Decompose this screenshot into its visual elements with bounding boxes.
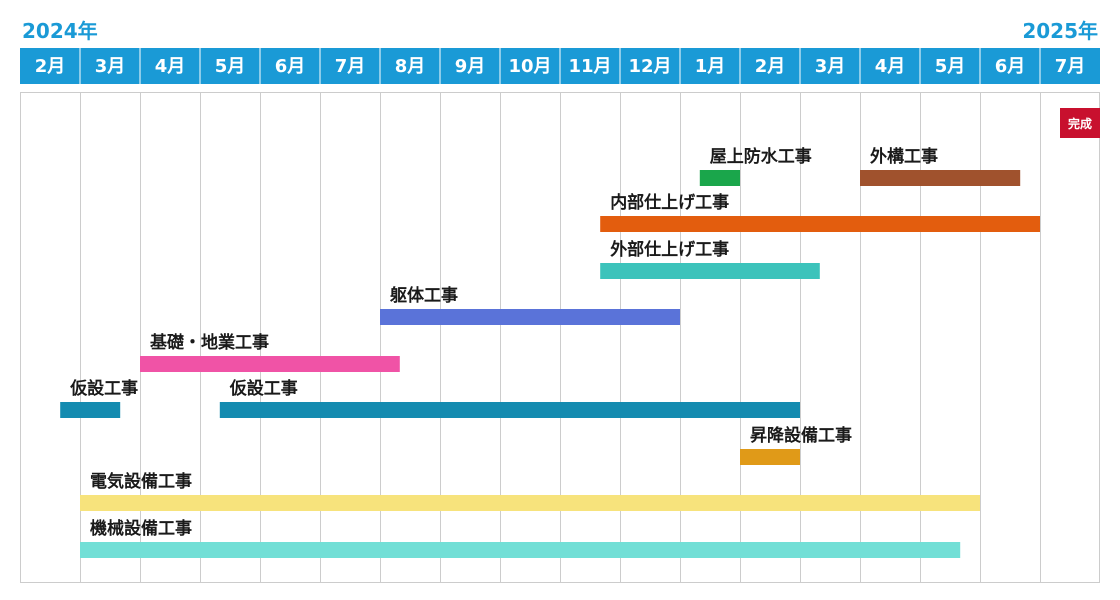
month-label: 8月 <box>395 56 426 77</box>
task-label: 基礎・地業工事 <box>149 332 269 353</box>
month-label: 2月 <box>755 56 786 77</box>
month-label: 4月 <box>875 56 906 77</box>
task-label: 電気設備工事 <box>90 471 192 492</box>
task-label: 屋上防水工事 <box>710 146 812 167</box>
completion-badge <box>1060 108 1100 138</box>
task-label: 仮設工事 <box>229 378 298 399</box>
task-bar <box>740 449 800 465</box>
month-label: 11月 <box>568 56 611 77</box>
month-label: 3月 <box>815 56 846 77</box>
month-label: 6月 <box>995 56 1026 77</box>
task-label: 機械設備工事 <box>90 518 192 539</box>
task-bar <box>380 309 680 325</box>
task-label: 外構工事 <box>870 146 938 167</box>
month-label: 10月 <box>508 56 551 77</box>
task-label: 仮設工事 <box>69 378 138 399</box>
task-bar <box>600 263 820 279</box>
task-label: 外部仕上げ工事 <box>610 239 729 260</box>
task-bar <box>219 402 801 418</box>
task-label: 昇降設備工事 <box>750 425 852 446</box>
task-label: 内部仕上げ工事 <box>610 192 729 213</box>
task-label: 躯体工事 <box>389 285 458 306</box>
month-label: 9月 <box>455 56 486 77</box>
month-label: 1月 <box>695 56 726 77</box>
month-label: 6月 <box>275 56 306 77</box>
task-bar <box>80 495 980 511</box>
year-label: 2024年 <box>22 19 98 43</box>
year-label: 2025年 <box>1022 19 1098 43</box>
task-bar <box>60 402 121 418</box>
task-bar <box>80 542 961 558</box>
month-label: 7月 <box>1055 56 1086 77</box>
month-label: 4月 <box>155 56 186 77</box>
task-bar <box>699 170 740 186</box>
month-label: 5月 <box>215 56 246 77</box>
month-label: 2月 <box>35 56 66 77</box>
completion-label: 完成 <box>1068 116 1092 131</box>
task-bar <box>600 216 1040 232</box>
month-label: 5月 <box>935 56 966 77</box>
task-bar <box>860 170 1021 186</box>
month-label: 7月 <box>335 56 366 77</box>
month-label: 12月 <box>628 56 671 77</box>
task-bar <box>140 356 400 372</box>
month-label: 3月 <box>95 56 126 77</box>
